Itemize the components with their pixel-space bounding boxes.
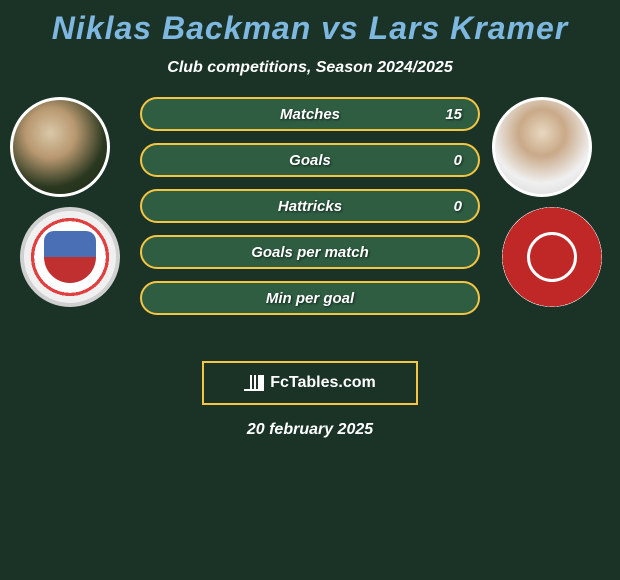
stat-value-right: 0 [454,152,462,169]
branding-box[interactable]: FcTables.com [202,361,418,405]
stat-row-goals: Goals 0 [140,143,480,177]
stat-value-right: 15 [445,106,462,123]
stat-label: Goals [289,152,331,169]
date-text: 20 february 2025 [0,421,620,439]
stat-label: Matches [280,106,340,123]
club-right-logo [502,207,602,307]
stat-row-matches: Matches 15 [140,97,480,131]
stat-row-hattricks: Hattricks 0 [140,189,480,223]
stat-rows: Matches 15 Goals 0 Hattricks 0 Goals per… [140,97,480,327]
comparison-area: Matches 15 Goals 0 Hattricks 0 Goals per… [0,107,620,357]
stat-row-goals-per-match: Goals per match [140,235,480,269]
player-left-avatar [10,97,110,197]
stat-label: Min per goal [266,290,354,307]
branding-text: FcTables.com [270,374,376,392]
page-subtitle: Club competitions, Season 2024/2025 [0,59,620,77]
chart-icon [244,375,264,391]
player-right-avatar [492,97,592,197]
stat-label: Hattricks [278,198,342,215]
page-title: Niklas Backman vs Lars Kramer [0,0,620,47]
club-left-logo [20,207,120,307]
stat-row-min-per-goal: Min per goal [140,281,480,315]
stat-value-right: 0 [454,198,462,215]
stat-label: Goals per match [251,244,369,261]
